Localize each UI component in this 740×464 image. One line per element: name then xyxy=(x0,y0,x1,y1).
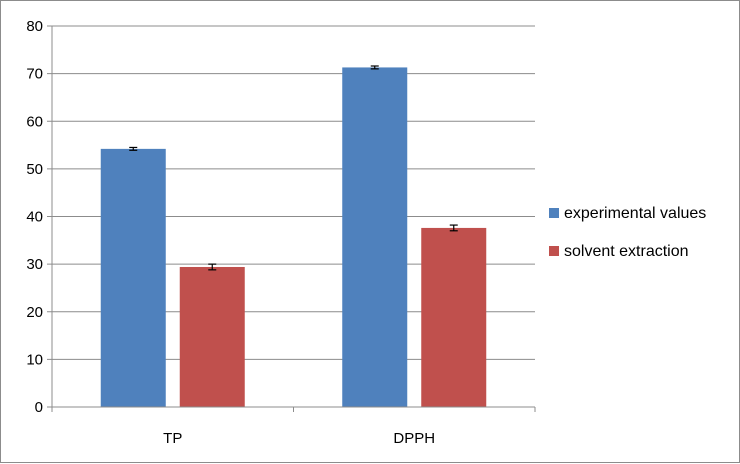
bar-experimental-values-tp xyxy=(100,148,166,407)
y-tick-label: 30 xyxy=(26,256,43,273)
y-tick-labels: 0 10 20 30 40 50 60 70 80 xyxy=(26,18,43,416)
y-tick-label: 10 xyxy=(26,351,43,368)
x-tick-label: TP xyxy=(163,430,182,447)
legend-label: experimental values xyxy=(564,205,706,222)
bars xyxy=(100,65,487,407)
legend: experimental values solvent extraction xyxy=(549,205,706,260)
y-tick-label: 40 xyxy=(26,209,43,226)
y-tick-label: 80 xyxy=(26,18,43,35)
x-tick-label: DPPH xyxy=(393,430,435,447)
bar-experimental-values-dpph xyxy=(342,67,408,407)
legend-label: solvent extraction xyxy=(564,243,689,260)
y-tick-label: 0 xyxy=(35,399,43,416)
x-tick-labels: TP DPPH xyxy=(163,430,435,447)
y-tick-label: 20 xyxy=(26,304,43,321)
y-tick-label: 70 xyxy=(26,66,43,83)
y-tick-label: 50 xyxy=(26,161,43,178)
bar-solvent-extraction-tp xyxy=(179,266,245,407)
legend-swatch xyxy=(549,246,559,256)
y-tick-label: 60 xyxy=(26,113,43,130)
axes xyxy=(47,25,536,412)
legend-swatch xyxy=(549,208,559,218)
bar-solvent-extraction-dpph xyxy=(421,227,487,407)
